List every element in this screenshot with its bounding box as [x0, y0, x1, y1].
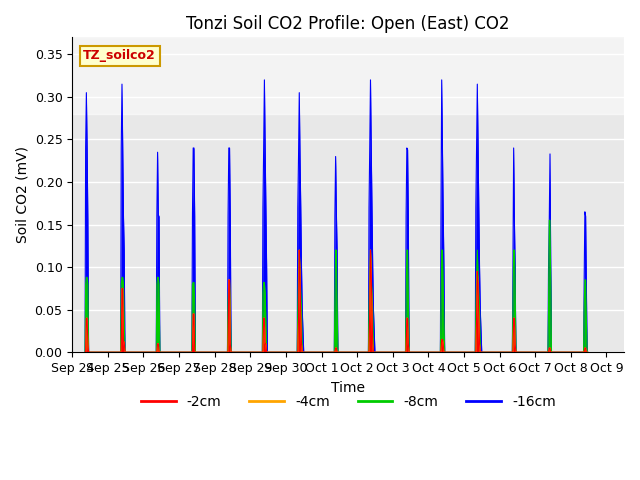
Bar — [72, 37, 624, 114]
Legend: -2cm, -4cm, -8cm, -16cm: -2cm, -4cm, -8cm, -16cm — [135, 389, 561, 415]
Y-axis label: Soil CO2 (mV): Soil CO2 (mV) — [15, 146, 29, 243]
Title: Tonzi Soil CO2 Profile: Open (East) CO2: Tonzi Soil CO2 Profile: Open (East) CO2 — [186, 15, 510, 33]
Text: TZ_soilco2: TZ_soilco2 — [83, 49, 156, 62]
X-axis label: Time: Time — [332, 381, 365, 395]
